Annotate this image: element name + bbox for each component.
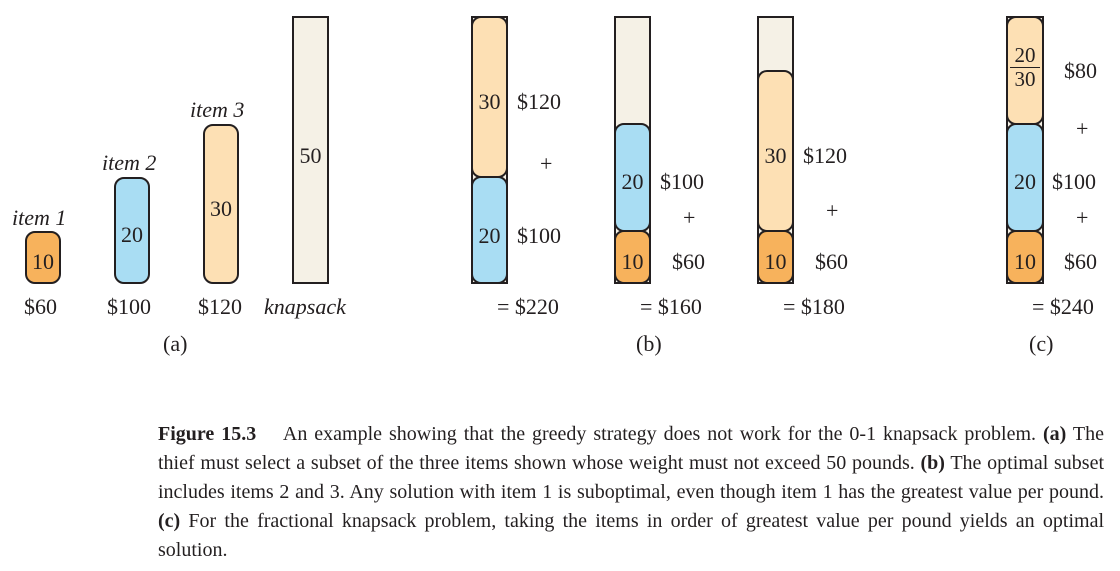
item-2-weight: 20	[121, 222, 143, 247]
item-1-block	[25, 231, 61, 284]
b3-top-value: $120	[803, 143, 847, 168]
b3-top-weight: 30	[764, 143, 787, 168]
item-1-weight: 10	[32, 249, 54, 274]
figure-label: Figure 15.3	[158, 423, 257, 445]
b1-plus: +	[540, 151, 553, 176]
b2-bottom-weight: 10	[621, 249, 644, 274]
caption-a-text: The thief must select a subset of the th…	[158, 423, 1105, 474]
item-3-block	[757, 70, 794, 232]
b1-total: = $220	[497, 294, 559, 319]
caption-c-label: (c)	[158, 510, 181, 532]
c-total: = $240	[1032, 294, 1094, 319]
b2-top-value: $100	[660, 169, 704, 194]
item-1-block	[614, 230, 651, 284]
item-1-block	[757, 230, 794, 284]
c-mid-weight: 20	[1014, 169, 1036, 194]
b3-bottom-value: $60	[815, 249, 848, 274]
b1-bottom-weight: 20	[478, 223, 501, 248]
item-2-value: $100	[107, 294, 151, 319]
knapsack-container	[292, 16, 329, 284]
item-2-name: item 2	[102, 150, 157, 175]
c-bottom-weight: 10	[1014, 249, 1036, 274]
item-2-block	[114, 177, 150, 284]
b2-top-weight: 20	[621, 169, 644, 194]
item-2-block	[614, 123, 651, 232]
b1-bottom-value: $100	[517, 223, 561, 248]
c-plus-2: +	[1076, 205, 1089, 230]
b3-plus: +	[826, 198, 839, 223]
item-1-block	[1006, 230, 1044, 284]
panel-b-label: (b)	[636, 331, 662, 356]
panel-c-label: (c)	[1029, 331, 1054, 356]
item-3-value: $120	[198, 294, 242, 319]
c-plus-1: +	[1076, 116, 1089, 141]
caption-b-text: The optimal subset includes items 2 and …	[158, 452, 1105, 503]
knapsack-capacity: 50	[299, 143, 322, 168]
item-3-block	[203, 124, 239, 284]
item-2-block	[471, 176, 508, 284]
caption-c-text: For the fractional knapsack problem, tak…	[158, 510, 1104, 561]
c-fraction-bar	[1010, 67, 1040, 68]
item-3-fraction-block	[1006, 16, 1044, 125]
caption-a-label: (a)	[1043, 423, 1067, 445]
b1-top-weight: 30	[478, 89, 501, 114]
knapsack-label: knapsack	[264, 294, 346, 319]
b3-bottom-weight: 10	[764, 249, 787, 274]
b3-total: = $180	[783, 294, 845, 319]
panel-a-label: (a)	[163, 331, 188, 356]
b2-bottom-value: $60	[672, 249, 705, 274]
c-bottom-value: $60	[1064, 249, 1097, 274]
item-3-weight: 30	[210, 196, 232, 221]
item-1-name: item 1	[12, 205, 67, 230]
caption-b-label: (b)	[920, 452, 945, 474]
c-top-value: $80	[1064, 58, 1097, 83]
item-1-value: $60	[24, 294, 57, 319]
c-fraction: 20 30	[1010, 45, 1040, 90]
b2-plus: +	[683, 205, 696, 230]
figure-caption: Figure 15.3 An example showing that the …	[158, 420, 1104, 565]
item-3-block	[471, 16, 508, 178]
item-3-name: item 3	[190, 97, 245, 122]
b1-top-value: $120	[517, 89, 561, 114]
caption-intro: An example showing that the greedy strat…	[282, 423, 1037, 445]
c-mid-value: $100	[1052, 169, 1096, 194]
c-fraction-denominator: 30	[1014, 67, 1036, 91]
b2-total: = $160	[640, 294, 702, 319]
item-2-block	[1006, 123, 1044, 232]
c-fraction-numerator: 20	[1014, 43, 1036, 67]
